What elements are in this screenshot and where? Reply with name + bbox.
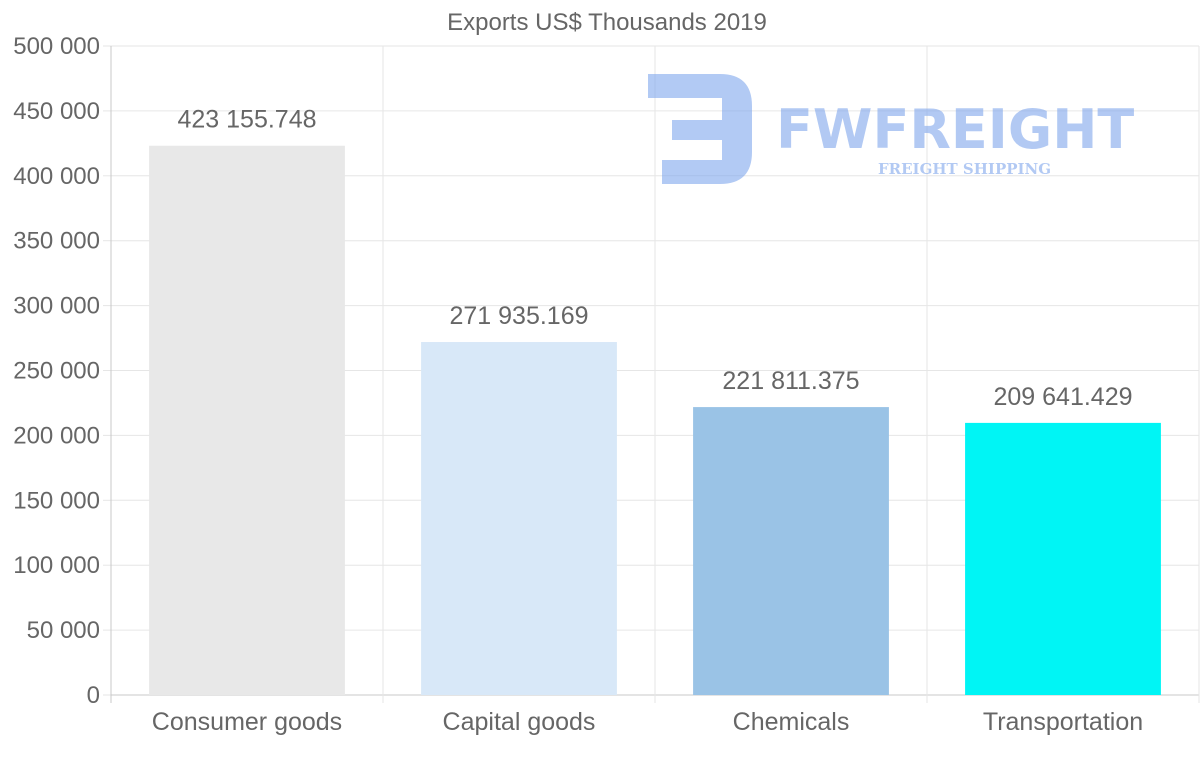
x-tick-label: Consumer goods — [152, 708, 342, 736]
x-tick-label: Transportation — [983, 708, 1143, 736]
data-label: 221 811.375 — [722, 367, 859, 395]
fwfreight-logo-icon — [648, 74, 752, 184]
x-tick-label: Chemicals — [733, 708, 850, 736]
x-axis-ticks: Consumer goods Capital goods Chemicals Tran… — [152, 708, 1143, 736]
y-axis-ticks: 0 50 000 100 000 150 000 200 000 250 000 300 0… — [13, 33, 100, 709]
x-tick-label: Capital goods — [443, 708, 596, 736]
y-tick-label: 200 000 — [13, 422, 100, 449]
data-label: 209 641.429 — [993, 383, 1132, 411]
data-label: 423 155.748 — [177, 106, 316, 134]
fwfreight-watermark: FWFREIGHT FREIGHT SHIPPING — [648, 74, 1134, 184]
watermark-tagline: FREIGHT SHIPPING — [878, 160, 1051, 178]
chart-title: Exports US$ Thousands 2019 — [447, 9, 767, 36]
data-labels: 423 155.748 271 935.169 221 811.375 209 641… — [177, 106, 1132, 411]
watermark-brand: FWFREIGHT — [776, 98, 1134, 161]
bar-capital-goods — [421, 342, 617, 695]
bar-chemicals — [693, 407, 889, 695]
bar-transportation — [965, 422, 1161, 695]
y-tick-label: 50 000 — [27, 617, 100, 644]
y-tick-label: 350 000 — [13, 228, 100, 255]
y-tick-label: 100 000 — [13, 552, 100, 579]
bars — [149, 145, 1161, 695]
bar-consumer-goods — [149, 145, 345, 695]
data-label: 271 935.169 — [449, 302, 588, 330]
y-tick-label: 300 000 — [13, 293, 100, 320]
y-tick-label: 400 000 — [13, 163, 100, 190]
y-tick-label: 250 000 — [13, 358, 100, 385]
y-tick-label: 150 000 — [13, 487, 100, 514]
y-tick-label: 0 — [87, 682, 100, 709]
y-tick-label: 500 000 — [13, 33, 100, 60]
y-tick-label: 450 000 — [13, 98, 100, 125]
